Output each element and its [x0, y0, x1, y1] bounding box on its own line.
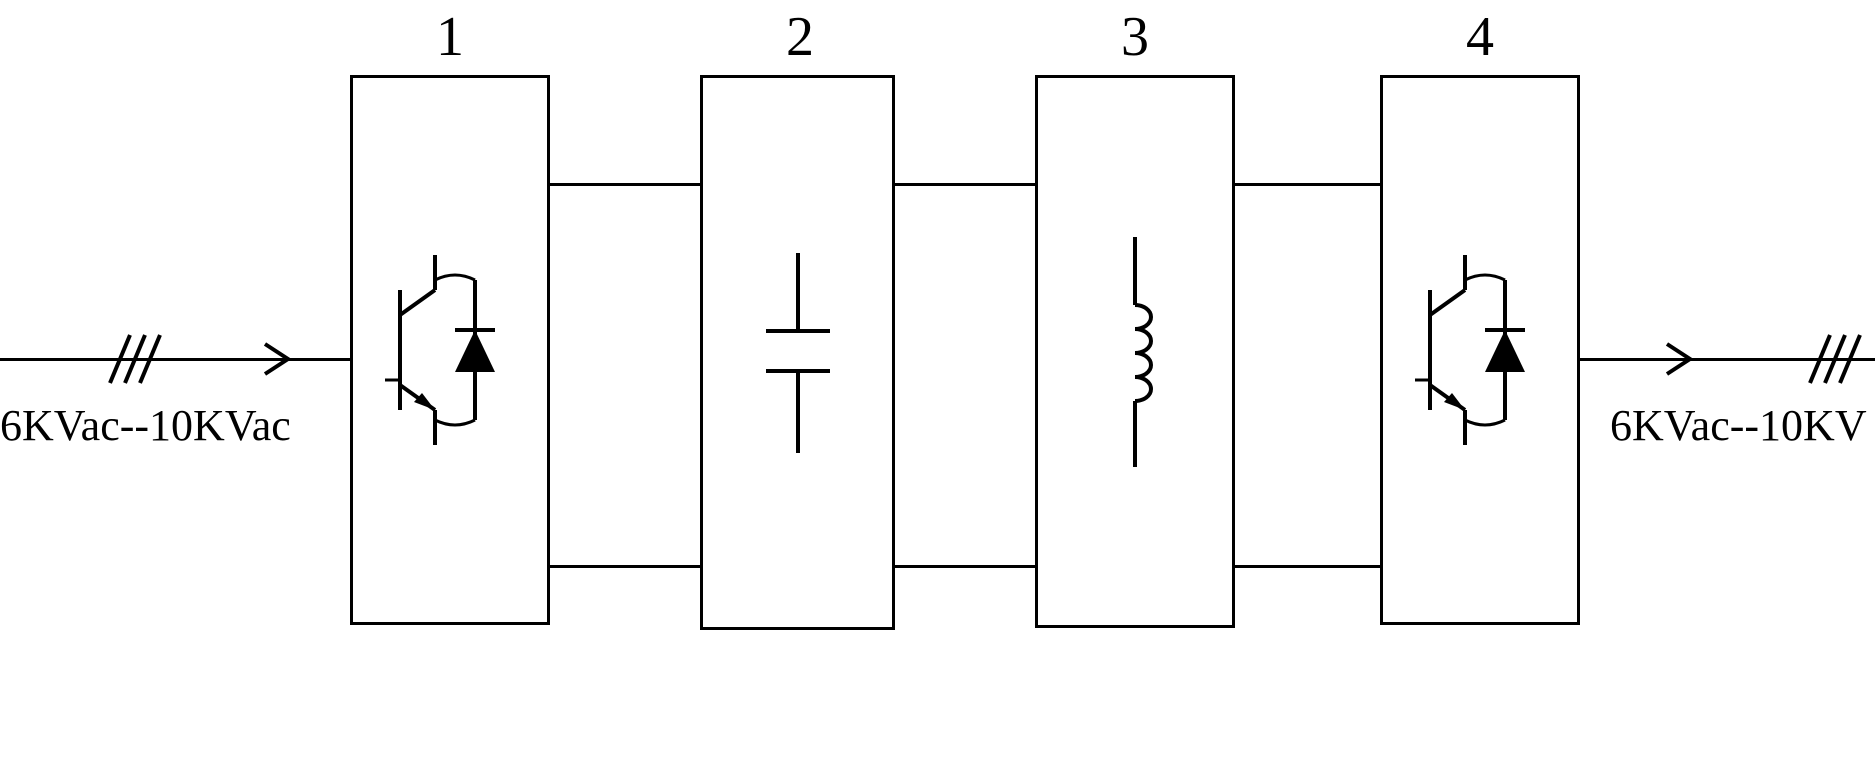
igbt-icon: [1410, 250, 1550, 450]
block-4-label: 4: [1466, 5, 1494, 69]
block-1-igbt-rectifier: [350, 75, 550, 625]
wire-12-bot: [550, 565, 700, 568]
block-2-capacitor: [700, 75, 895, 630]
block-4-igbt-inverter: [1380, 75, 1580, 625]
wire-23-bot: [895, 565, 1035, 568]
block-1-label: 1: [436, 5, 464, 69]
wire-23-top: [895, 183, 1035, 186]
output-voltage-label: 6KVac--10KV: [1610, 400, 1867, 451]
output-threephase-icon: [1800, 328, 1870, 390]
input-threephase-icon: [100, 328, 170, 390]
igbt-icon: [380, 250, 520, 450]
circuit-diagram: 1 2 3: [0, 0, 1875, 758]
block-2-label: 2: [786, 5, 814, 69]
wire-12-top: [550, 183, 700, 186]
block-3-inductor: [1035, 75, 1235, 628]
capacitor-icon: [758, 253, 838, 453]
input-voltage-label: 6KVac--10KVac: [0, 400, 291, 451]
input-arrow-icon: [260, 339, 300, 379]
output-arrow-icon: [1662, 339, 1702, 379]
block-3-label: 3: [1121, 5, 1149, 69]
wire-34-top: [1235, 183, 1380, 186]
inductor-icon: [1105, 237, 1165, 467]
wire-34-bot: [1235, 565, 1380, 568]
